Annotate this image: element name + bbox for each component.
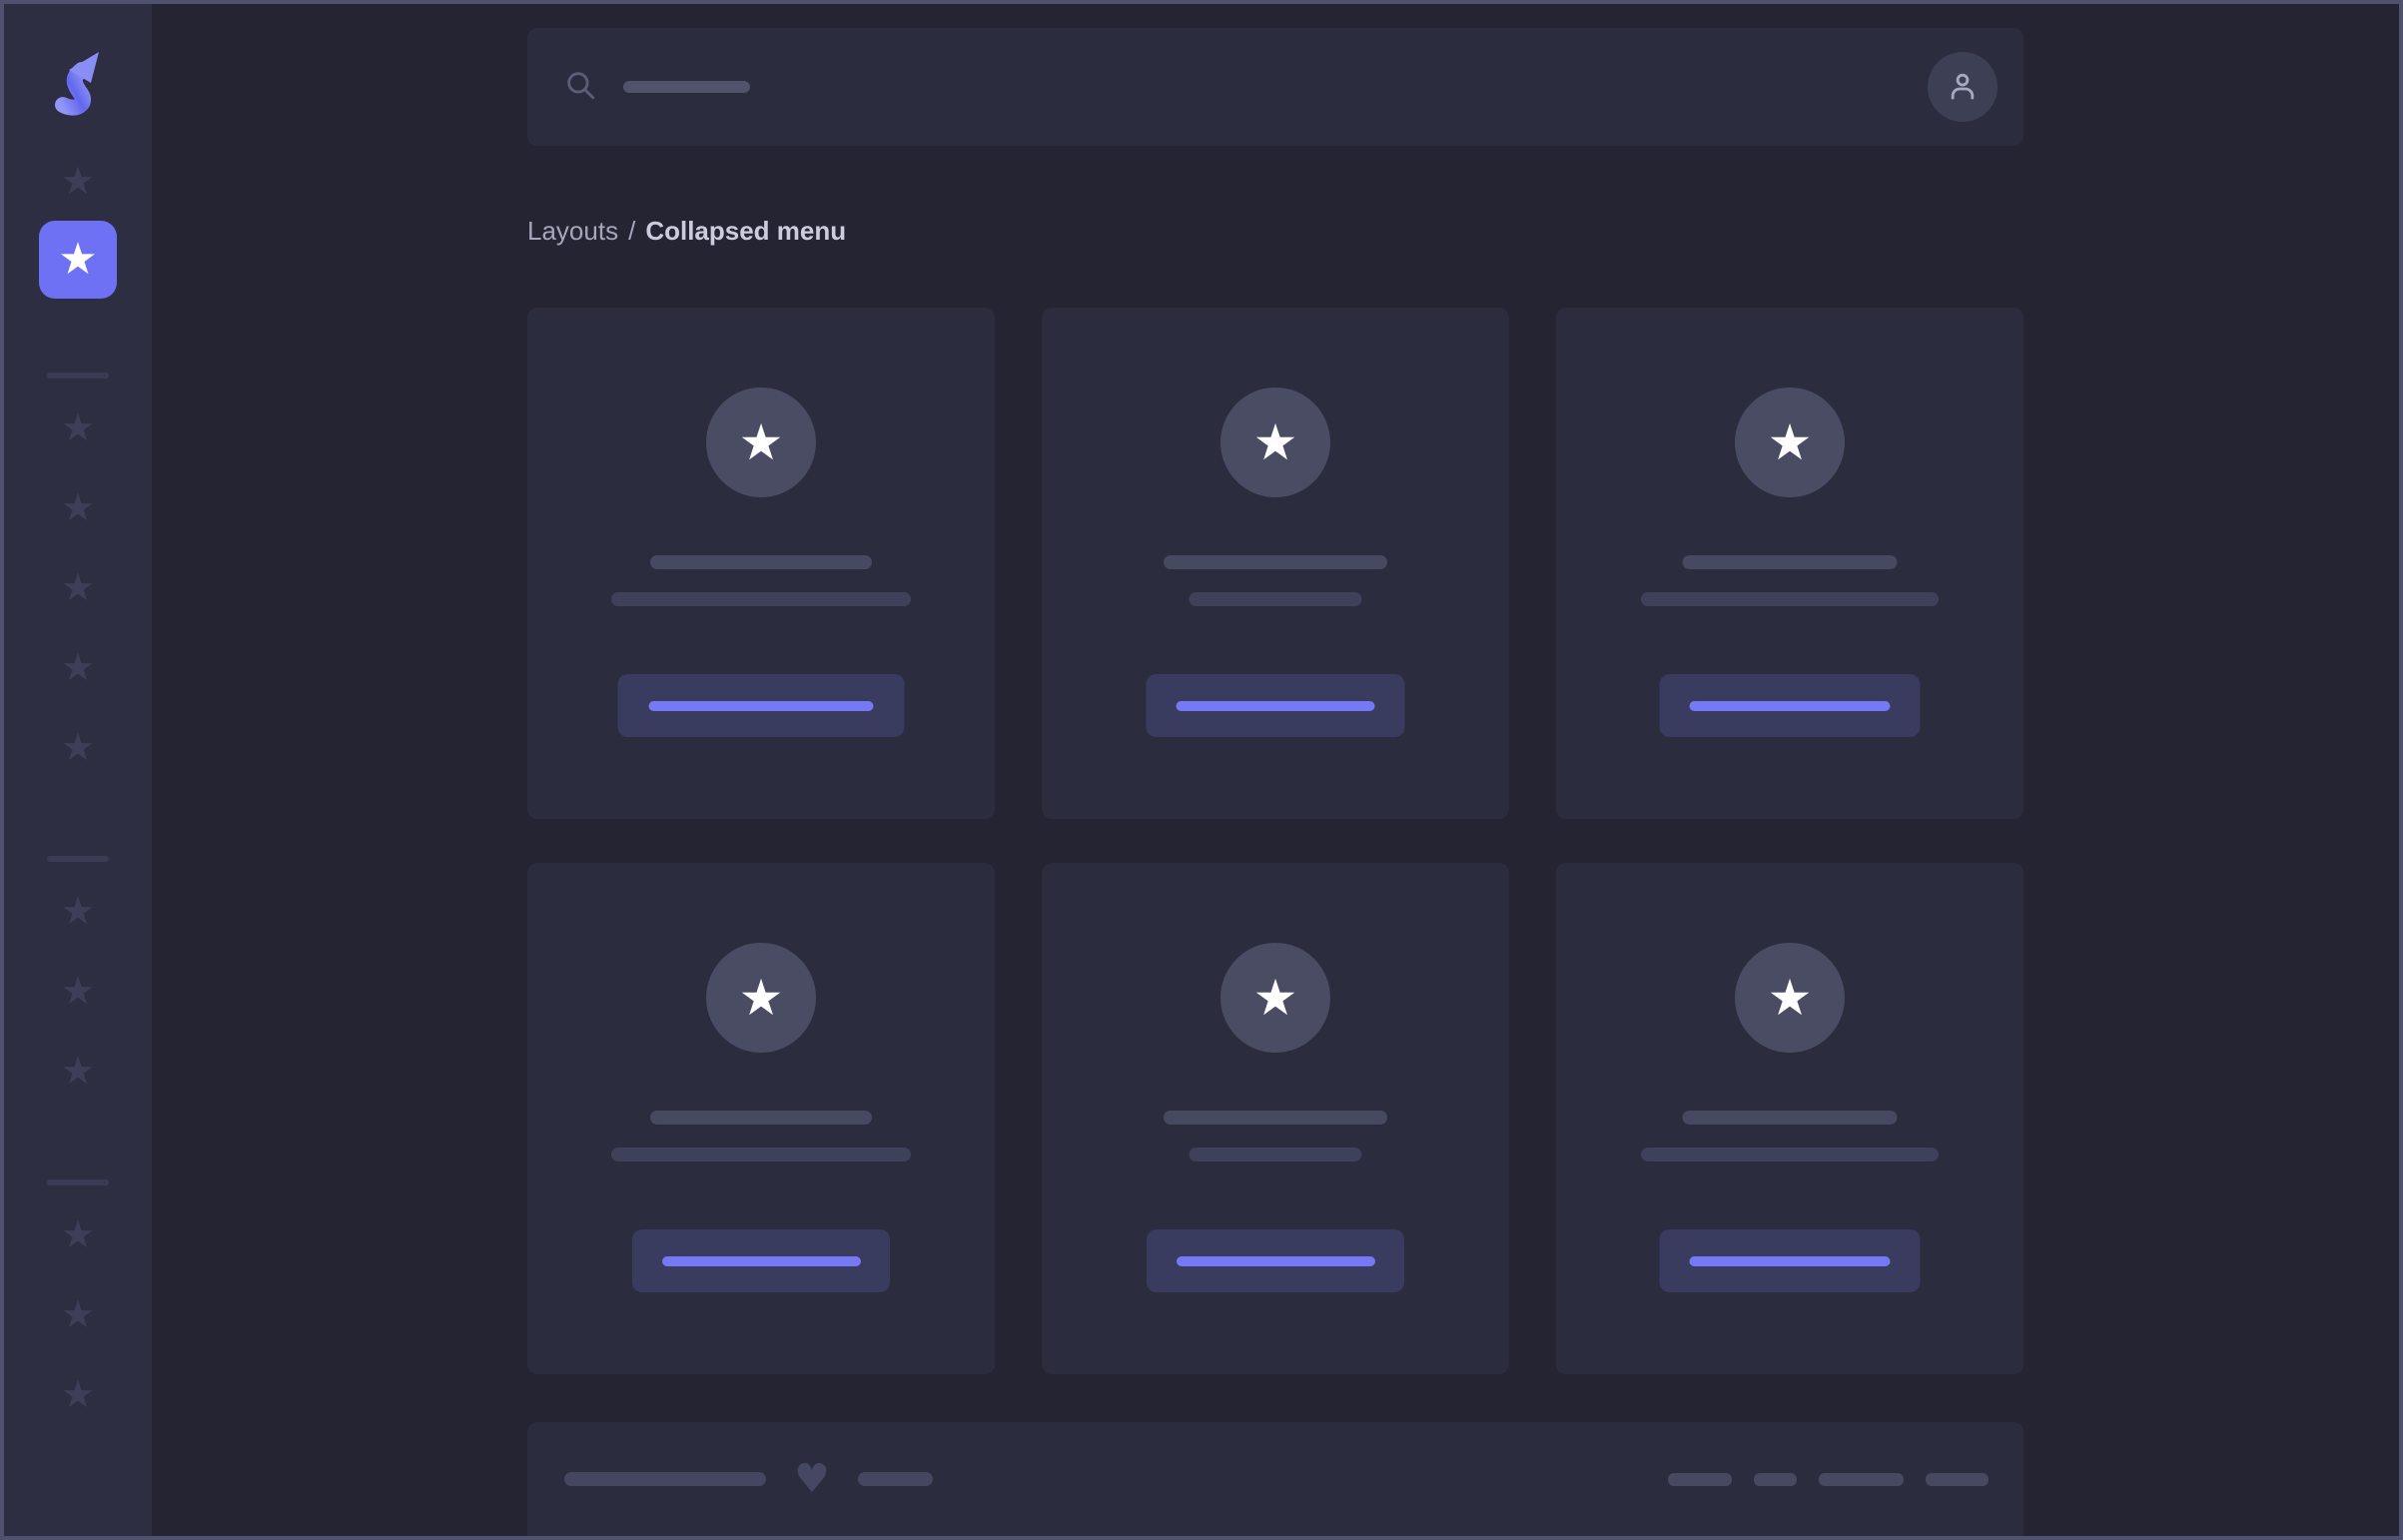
search-icon (563, 68, 597, 107)
sidebar-menu-item[interactable]: ★ (58, 567, 98, 607)
star-icon: ★ (60, 565, 96, 609)
footer-link-placeholder (1926, 1472, 1989, 1486)
button-label-placeholder (661, 1255, 861, 1266)
card: ★ (527, 308, 995, 819)
footer-links (1668, 1472, 1989, 1486)
star-icon: ★ (60, 159, 96, 203)
footer-link-placeholder (1754, 1472, 1797, 1486)
card-action-button[interactable] (1659, 1229, 1921, 1292)
star-icon: ★ (60, 645, 96, 689)
breadcrumb-current: Collapsed menu (645, 216, 847, 246)
card-avatar-circle: ★ (706, 943, 816, 1053)
star-icon: ★ (58, 234, 98, 285)
card-title-placeholder (650, 1111, 872, 1125)
card-action-button[interactable] (1147, 1229, 1404, 1292)
star-icon: ★ (60, 725, 96, 769)
star-icon: ★ (60, 1372, 96, 1416)
button-label-placeholder (1176, 700, 1375, 711)
sidebar-menu-item[interactable]: ★ (58, 1051, 98, 1091)
sidebar-menu-item[interactable]: ★ (58, 647, 98, 687)
card-text-placeholder (1189, 592, 1362, 606)
star-icon: ★ (60, 969, 96, 1013)
card-action-button[interactable] (1146, 674, 1405, 737)
star-icon: ★ (60, 1292, 96, 1336)
breadcrumb: Layouts / Collapsed menu (527, 216, 846, 247)
card-text-placeholder (611, 1148, 911, 1161)
main-content: Layouts / Collapsed menu ★ ★ ★ (527, 4, 2023, 1536)
button-label-placeholder (1689, 1255, 1891, 1266)
star-icon: ★ (60, 405, 96, 449)
card-title-placeholder (1682, 555, 1898, 569)
sidebar-divider (47, 856, 109, 862)
sidebar-menu-item[interactable]: ★ (58, 1214, 98, 1254)
card-title-placeholder (650, 555, 872, 569)
sidebar: ★ ★ ★ ★ ★ ★ ★ ★ ★ ★ ★ ★ ★ (4, 4, 152, 1536)
footer-panel: ♥ (527, 1422, 2023, 1536)
card-avatar-circle: ★ (1735, 387, 1845, 497)
sidebar-menu-item[interactable]: ★ (58, 1374, 98, 1414)
star-icon: ★ (60, 1049, 96, 1093)
card-text-placeholder (611, 592, 911, 606)
sidebar-menu-item[interactable]: ★ (58, 971, 98, 1011)
card: ★ (1042, 308, 1509, 819)
star-icon: ★ (60, 889, 96, 933)
user-icon (1944, 67, 1982, 108)
card: ★ (527, 863, 995, 1374)
logo-s-arrow-icon[interactable] (41, 45, 115, 119)
breadcrumb-link-layouts[interactable]: Layouts (527, 216, 619, 246)
sidebar-divider (47, 1179, 109, 1185)
star-icon: ★ (1767, 969, 1813, 1027)
star-icon: ★ (60, 485, 96, 529)
search-bar[interactable] (527, 28, 2023, 146)
card: ★ (1042, 863, 1509, 1374)
button-label-placeholder (648, 700, 874, 711)
card-title-placeholder (1164, 555, 1387, 569)
sidebar-divider (47, 373, 109, 379)
sidebar-nav: ★ ★ ★ ★ ★ ★ ★ ★ ★ ★ ★ ★ ★ (4, 119, 152, 1414)
card-grid: ★ ★ ★ ★ (527, 308, 2023, 1374)
card-action-button[interactable] (617, 674, 905, 737)
card-title-placeholder (1164, 1111, 1387, 1125)
search-placeholder-line (623, 81, 750, 93)
card-title-placeholder (1682, 1111, 1898, 1125)
star-icon: ★ (738, 969, 784, 1027)
footer-link-placeholder (1819, 1472, 1904, 1486)
footer-link-placeholder (1668, 1472, 1732, 1486)
footer-text-placeholder (857, 1472, 933, 1486)
sidebar-menu-item[interactable]: ★ (58, 487, 98, 527)
card-action-button[interactable] (1659, 674, 1921, 737)
card-text-placeholder (1641, 592, 1939, 606)
star-icon: ★ (738, 413, 784, 471)
card-action-button[interactable] (632, 1229, 890, 1292)
sidebar-menu-item[interactable]: ★ (58, 891, 98, 931)
card-text-placeholder (1641, 1148, 1939, 1161)
sidebar-menu-item[interactable]: ★ (58, 407, 98, 447)
breadcrumb-separator: / (628, 216, 636, 246)
footer-text-placeholder (564, 1472, 766, 1486)
heart-icon: ♥ (794, 1456, 830, 1502)
star-icon: ★ (60, 1212, 96, 1256)
card-avatar-circle: ★ (706, 387, 816, 497)
card-avatar-circle: ★ (1735, 943, 1845, 1053)
sidebar-menu-item[interactable]: ★ (58, 161, 98, 201)
sidebar-menu-item[interactable]: ★ (58, 727, 98, 767)
sidebar-menu-item-active[interactable]: ★ (39, 221, 117, 299)
sidebar-menu-item[interactable]: ★ (58, 1294, 98, 1334)
button-label-placeholder (1689, 700, 1891, 711)
card-avatar-circle: ★ (1220, 387, 1330, 497)
star-icon: ★ (1767, 413, 1813, 471)
card: ★ (1556, 308, 2023, 819)
user-avatar-button[interactable] (1928, 52, 1998, 122)
star-icon: ★ (1252, 969, 1298, 1027)
card-avatar-circle: ★ (1220, 943, 1330, 1053)
button-label-placeholder (1176, 1255, 1375, 1266)
star-icon: ★ (1252, 413, 1298, 471)
card-text-placeholder (1189, 1148, 1362, 1161)
card: ★ (1556, 863, 2023, 1374)
